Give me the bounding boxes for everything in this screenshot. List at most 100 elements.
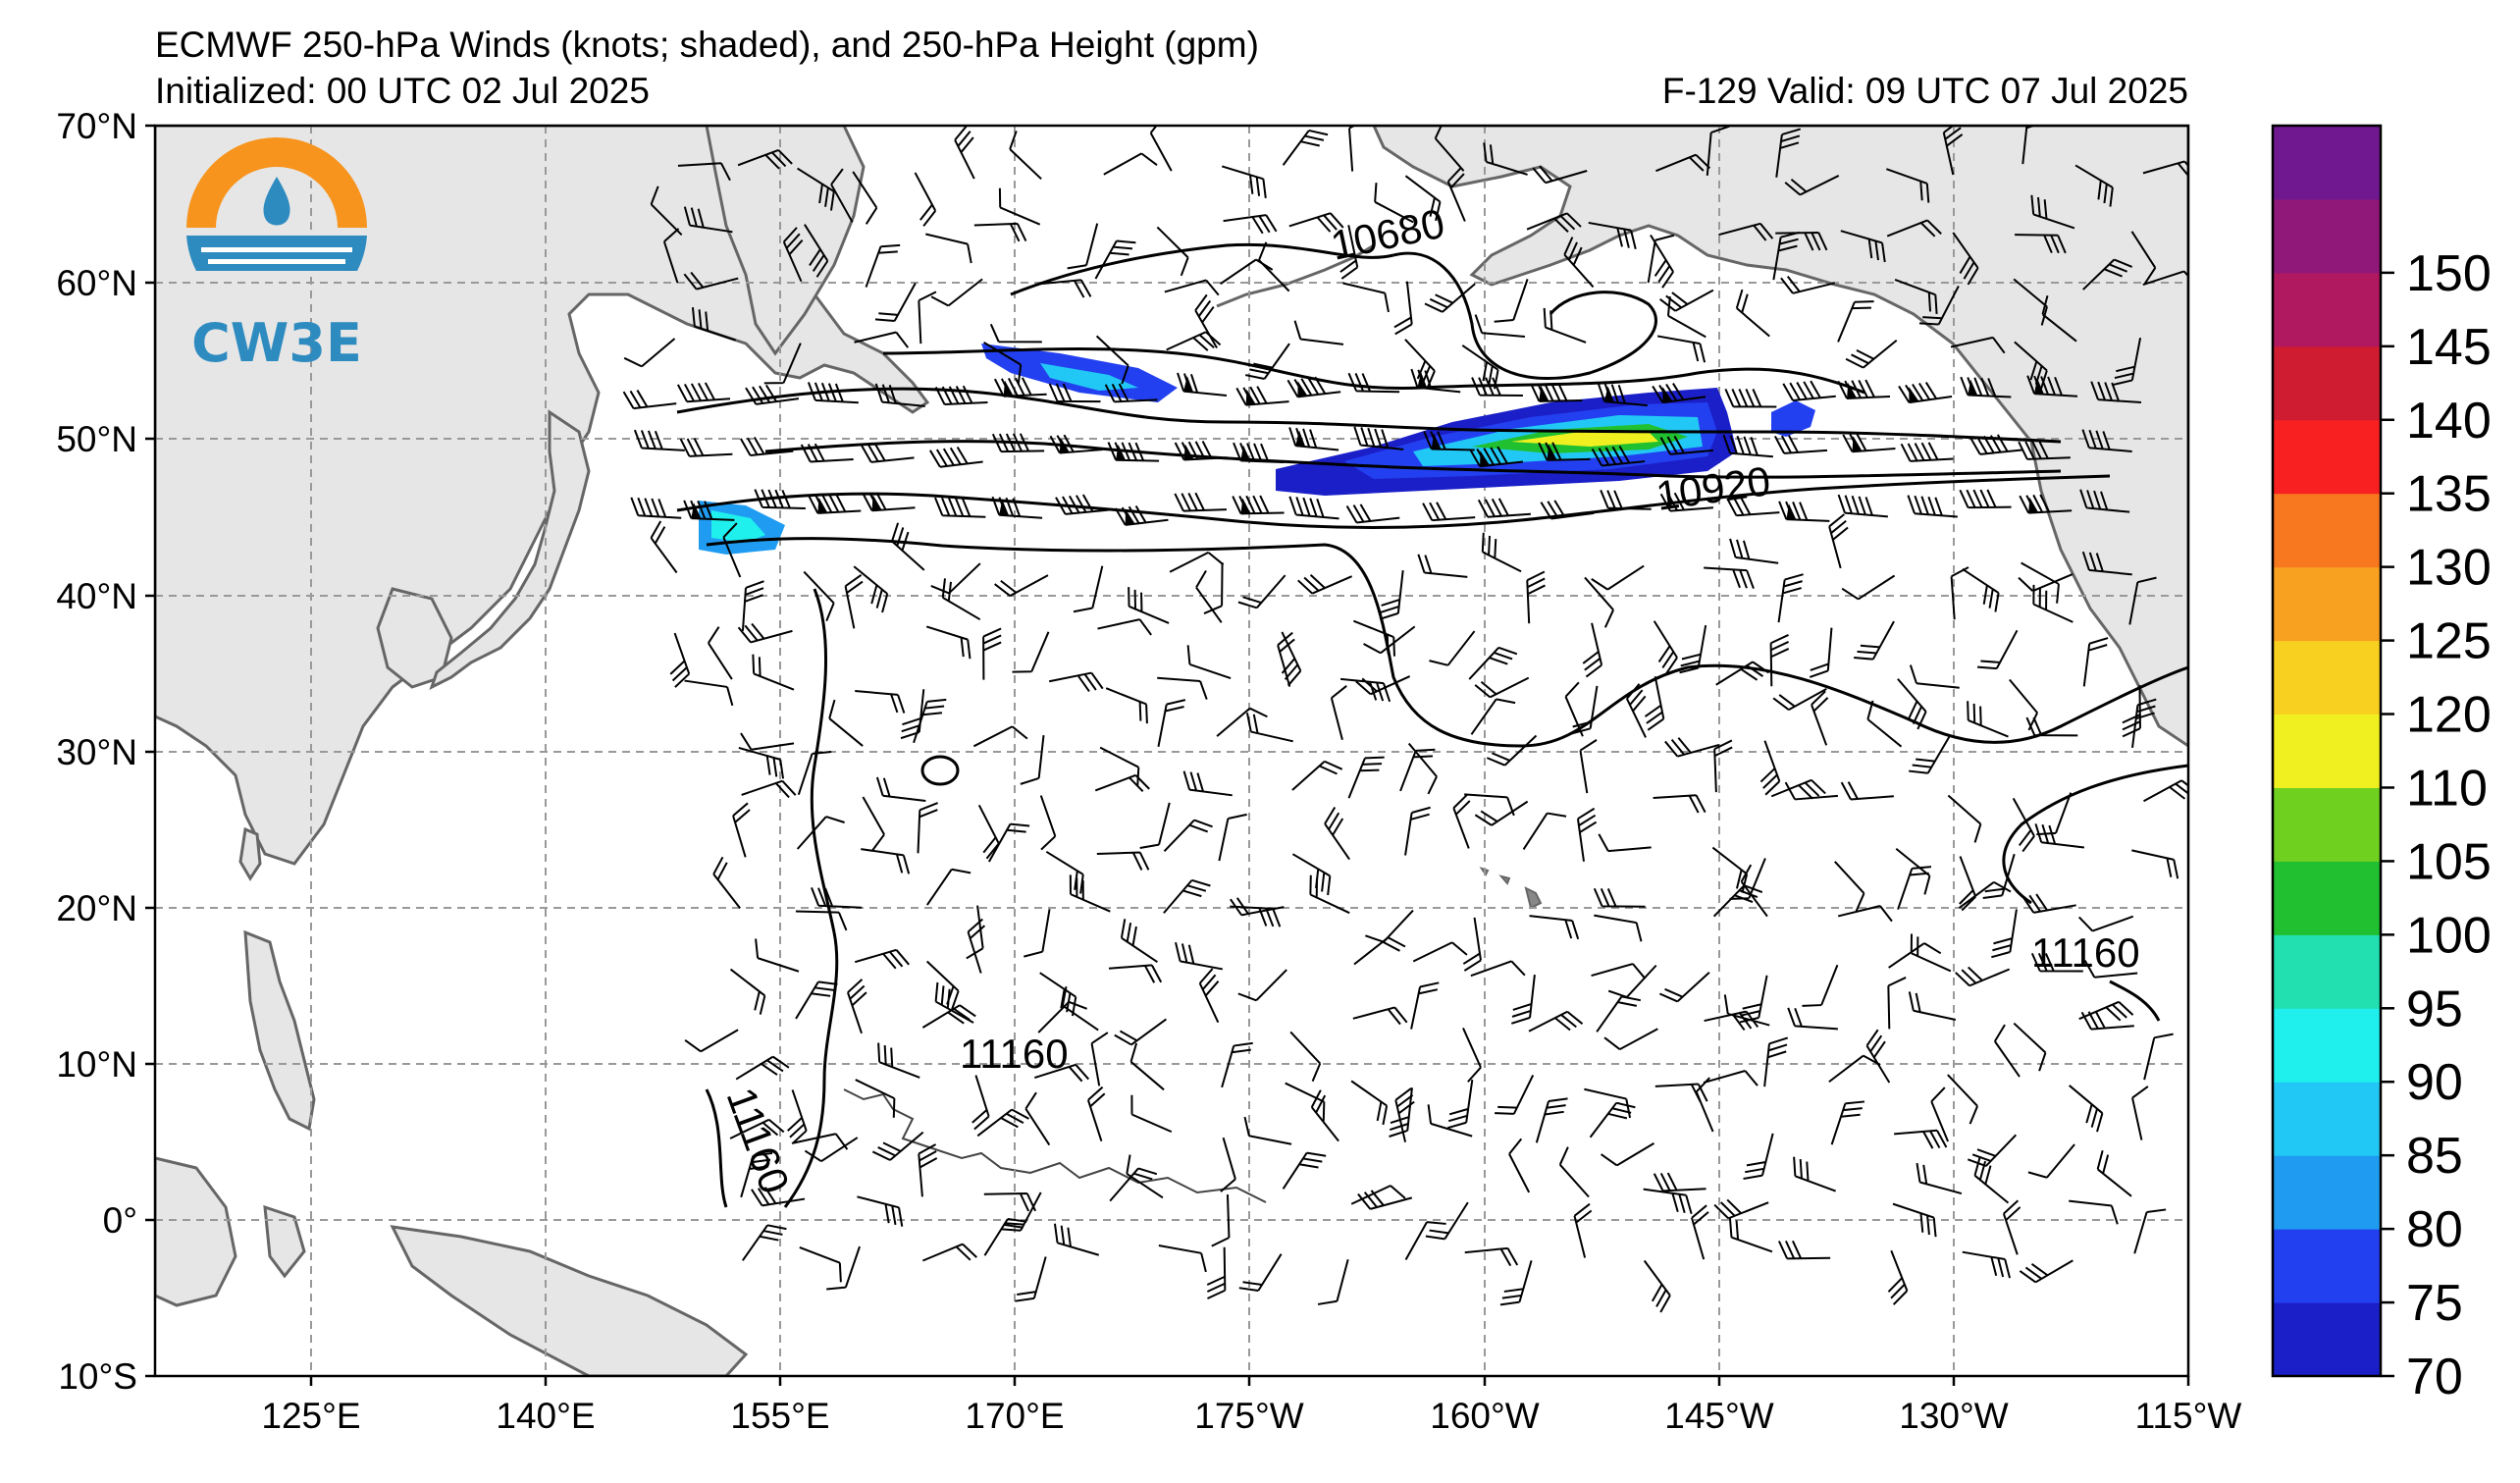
wind-barb [1845, 339, 1898, 369]
wind-barb [630, 497, 682, 519]
wind-barb [1650, 234, 1674, 289]
wind-barb [1221, 165, 1267, 198]
lon-label: 115°W [2135, 1396, 2242, 1436]
colorbar-tick-label: 135 [2406, 466, 2492, 523]
wind-barb [1404, 339, 1436, 390]
wind-barb [1024, 1091, 1051, 1146]
wind-barb [1282, 1151, 1327, 1190]
lat-label: 40°N [56, 576, 137, 616]
wind-barb [921, 1004, 976, 1029]
wind-barb [800, 443, 854, 463]
wind-barb [914, 172, 937, 227]
lat-label: 10°N [56, 1044, 137, 1085]
wind-barb [1910, 933, 1952, 973]
wind-barb [1289, 1031, 1322, 1083]
wind-barb [1342, 282, 1390, 313]
wind-barb [2069, 1085, 2104, 1133]
wind-barb [993, 377, 1047, 397]
wind-barb [1149, 126, 1173, 172]
wind-barb [684, 1029, 739, 1053]
lon-label: 155°E [730, 1396, 829, 1436]
wind-barb [1588, 221, 1637, 250]
korea-land [376, 587, 453, 689]
wind-barb [1129, 1042, 1165, 1091]
wind-barb [807, 382, 859, 404]
lon-label: 130°W [1899, 1396, 2009, 1436]
wind-barb [1540, 500, 1595, 520]
wind-barb [2081, 429, 2132, 452]
wind-barb [1410, 981, 1440, 1030]
wind-barb [804, 1137, 859, 1163]
wind-barb [1715, 661, 1769, 686]
wind-barb [729, 1118, 785, 1139]
wind-barb [991, 496, 1043, 519]
wind-barb [633, 429, 685, 451]
colorbar-segment [2273, 126, 2381, 200]
wind-barb [877, 1042, 920, 1079]
wind-barb [1288, 496, 1339, 520]
wind-barb [1422, 502, 1476, 522]
wind-barb [1108, 964, 1163, 983]
wind-barb [1012, 631, 1050, 673]
wind-barb [2142, 270, 2188, 287]
wind-barb [1350, 1185, 1406, 1205]
wind-barb [1959, 856, 1977, 912]
wind-barb [2014, 341, 2048, 390]
wind-barb [804, 224, 829, 278]
wind-barb [855, 1079, 896, 1118]
wind-barb [1462, 1028, 1482, 1083]
wind-barb [2019, 494, 2073, 514]
wind-barb [2021, 893, 2076, 914]
wind-barb [1589, 1101, 1636, 1139]
wind-barb [1470, 698, 1516, 735]
wind-barb [1713, 739, 1733, 793]
wind-barb [1220, 1137, 1236, 1192]
cw3e-logo: CW3E [186, 137, 367, 374]
wind-barb [1837, 494, 1888, 518]
wind-barb [2096, 1149, 2132, 1197]
wind-barb [2069, 1199, 2119, 1225]
wind-barb [1842, 433, 1896, 453]
wind-barb [1894, 1129, 1948, 1149]
wind-barb [1198, 968, 1220, 1024]
wind-barb [1474, 800, 1529, 826]
wind-barb [1584, 576, 1614, 628]
wind-barb [826, 1245, 861, 1291]
lat-label: 20°N [56, 888, 137, 928]
wind-barb [1887, 977, 1907, 1030]
wind-barb [1399, 748, 1436, 792]
wind-barb [1594, 914, 1643, 942]
wind-barb [1528, 1010, 1584, 1033]
wind-barb [1194, 293, 1218, 348]
wind-barb [934, 385, 988, 406]
colorbar-segment [2273, 419, 2381, 495]
wind-barb [1281, 631, 1302, 687]
lat-label: 30°N [56, 732, 137, 772]
wind-barb [1743, 1133, 1774, 1180]
wind-barb [1597, 383, 1648, 407]
wind-barb [742, 1224, 787, 1261]
wind-barb [787, 1089, 808, 1145]
asia-land [155, 126, 930, 866]
wind-barb [1243, 1116, 1292, 1145]
wind-barb [2030, 952, 2083, 973]
wind-barb [1126, 1154, 1164, 1199]
wind-barb [1446, 166, 1466, 222]
wind-barb [1909, 664, 1960, 689]
wind-barb [795, 980, 838, 1020]
wind-barb [1033, 1063, 1090, 1083]
wind-barb [1558, 1146, 1590, 1198]
wind-barb [861, 848, 911, 874]
wind-barb [1469, 446, 1524, 468]
wind-barb [1109, 1167, 1158, 1202]
colorbar-segment [2273, 640, 2381, 715]
wind-barb [1837, 905, 1893, 923]
wind-barb [1291, 853, 1332, 896]
wind-barb [738, 746, 785, 779]
wind-barb [2083, 960, 2138, 979]
wind-barb [967, 918, 986, 974]
wind-barb [622, 390, 677, 410]
wind-barb [1784, 175, 1840, 196]
colorbar-segment [2273, 1082, 2381, 1156]
wind-barb [1486, 734, 1538, 767]
